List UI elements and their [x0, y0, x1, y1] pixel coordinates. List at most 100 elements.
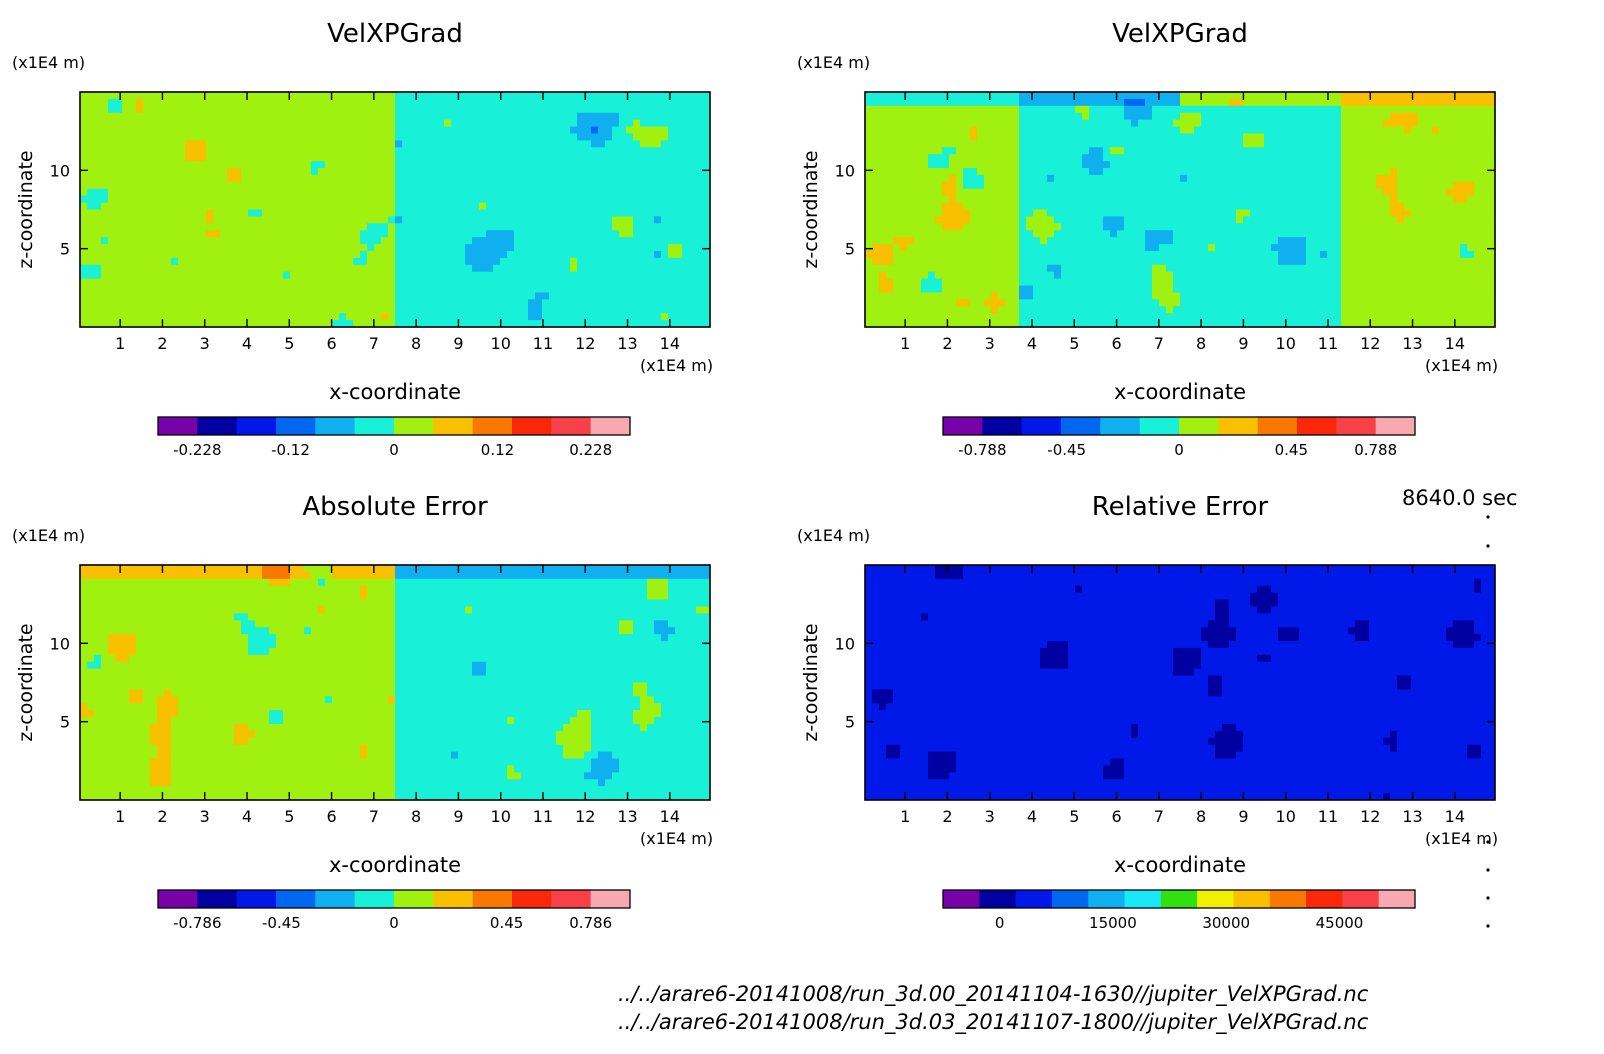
heatmap-cell: [654, 264, 662, 273]
heatmap-cell: [949, 188, 957, 197]
heatmap-cell: [1264, 140, 1272, 148]
heatmap-cell: [865, 92, 873, 100]
heatmap-cell: [143, 285, 151, 294]
heatmap-cell: [970, 195, 978, 204]
heatmap-cell: [115, 299, 123, 307]
heatmap-cell: [157, 278, 165, 287]
heatmap-cell: [907, 216, 915, 224]
heatmap-cell: [626, 209, 634, 218]
heatmap-cell: [1187, 216, 1195, 224]
heatmap-cell: [535, 195, 543, 204]
heatmap-cell: [689, 230, 697, 238]
heatmap-cell: [1180, 147, 1188, 155]
heatmap-cell: [598, 216, 606, 224]
heatmap-cell: [542, 112, 550, 121]
heatmap-cell: [1229, 181, 1237, 190]
heatmap-cell: [465, 188, 473, 197]
heatmap-cell: [556, 112, 564, 121]
heatmap-cell: [507, 223, 515, 231]
heatmap-cell: [1425, 161, 1433, 169]
heatmap-cell: [1075, 168, 1083, 176]
heatmap-cell: [458, 313, 466, 321]
heatmap-cell: [612, 154, 620, 162]
heatmap-cell: [304, 306, 312, 314]
heatmap-cell: [1061, 140, 1069, 148]
heatmap-cell: [556, 174, 564, 183]
heatmap-cell: [157, 195, 165, 204]
heatmap-cell: [199, 140, 207, 148]
heatmap-cell: [872, 174, 880, 183]
heatmap-cell: [1264, 181, 1272, 190]
heatmap-cell: [1355, 147, 1363, 155]
heatmap-cell: [164, 250, 172, 259]
heatmap-cell: [213, 237, 221, 245]
heatmap-cell: [1439, 98, 1447, 107]
heatmap-cell: [248, 285, 256, 294]
heatmap-cell: [570, 250, 578, 259]
heatmap-cell: [276, 237, 284, 245]
heatmap-cell: [1033, 230, 1041, 238]
heatmap-cell: [1488, 161, 1495, 169]
x-tick-label: 13: [617, 334, 637, 353]
heatmap-cell: [269, 250, 277, 259]
heatmap-cell: [1159, 195, 1167, 204]
heatmap-cell: [381, 112, 389, 121]
heatmap-cell: [143, 92, 151, 100]
heatmap-cell: [409, 181, 417, 190]
heatmap-cell: [1159, 230, 1167, 238]
heatmap-cell: [1299, 133, 1307, 141]
heatmap-cell: [1208, 223, 1216, 231]
heatmap-cell: [1012, 126, 1020, 135]
heatmap-cell: [886, 223, 894, 231]
heatmap-cell: [956, 140, 964, 148]
heatmap-cell: [416, 181, 424, 190]
heatmap-cell: [1243, 202, 1251, 211]
heatmap-cell: [472, 244, 480, 252]
heatmap-cell: [493, 202, 501, 211]
heatmap-cell: [1306, 202, 1314, 211]
heatmap-cell: [893, 119, 901, 128]
heatmap-cell: [374, 257, 382, 266]
heatmap-cell: [416, 168, 424, 176]
heatmap-cell: [1054, 92, 1062, 100]
heatmap-cell: [1082, 188, 1090, 197]
heatmap-cell: [1327, 174, 1335, 183]
heatmap-cell: [1061, 202, 1069, 211]
heatmap-cell: [374, 119, 382, 128]
heatmap-cell: [234, 126, 242, 135]
heatmap-cell: [367, 216, 375, 224]
heatmap-cell: [409, 216, 417, 224]
heatmap-cell: [360, 313, 368, 321]
heatmap-cell: [1460, 154, 1468, 162]
heatmap-cell: [171, 133, 179, 141]
heatmap-cell: [549, 161, 557, 169]
heatmap-cell: [444, 126, 452, 135]
heatmap-cell: [570, 278, 578, 287]
heatmap-cell: [1327, 98, 1335, 107]
heatmap-cell: [563, 181, 571, 190]
heatmap-cell: [1278, 98, 1286, 107]
heatmap-cell: [1453, 112, 1461, 121]
heatmap-cell: [199, 126, 207, 135]
heatmap-cell: [346, 237, 354, 245]
heatmap-cell: [1005, 188, 1013, 197]
heatmap-cell: [1124, 209, 1132, 218]
heatmap-cell: [87, 271, 95, 280]
heatmap-cell: [605, 161, 613, 169]
heatmap-cell: [360, 168, 368, 176]
heatmap-cell: [703, 188, 710, 197]
heatmap-cell: [1236, 216, 1244, 224]
heatmap-cell: [136, 230, 144, 238]
heatmap-cell: [101, 195, 109, 204]
heatmap-cell: [1369, 133, 1377, 141]
heatmap-cell: [248, 181, 256, 190]
heatmap-cell: [577, 285, 585, 294]
heatmap-cell: [416, 133, 424, 141]
heatmap-cell: [1404, 209, 1412, 218]
heatmap-cell: [1229, 230, 1237, 238]
heatmap-cell: [563, 216, 571, 224]
heatmap-cell: [1145, 202, 1153, 211]
heatmap-cell: [1446, 174, 1454, 183]
heatmap-cell: [444, 174, 452, 183]
heatmap-cell: [1019, 202, 1027, 211]
